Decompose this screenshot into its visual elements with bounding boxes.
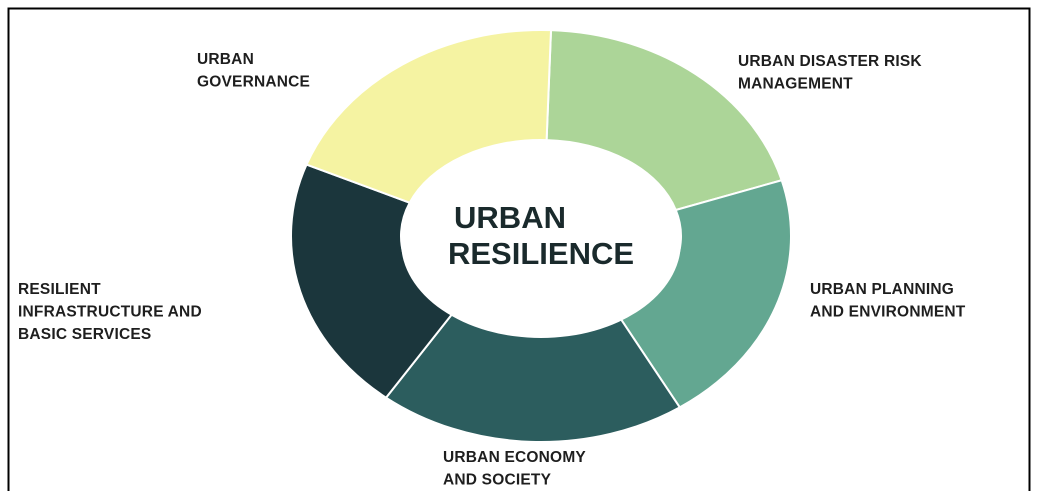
segment-label: AND ENVIRONMENT	[810, 304, 966, 321]
segment-label: INFRASTRUCTURE AND	[18, 304, 202, 321]
segment	[545, 29, 783, 212]
segment-label: URBAN ECONOMY	[443, 449, 586, 466]
segment-label: GOVERNANCE	[197, 74, 310, 91]
segment-label: BASIC SERVICES	[18, 326, 151, 343]
center-label: URBAN	[454, 200, 566, 235]
center-label: RESILIENCE	[448, 236, 634, 271]
frame	[7, 7, 1031, 491]
segment-labels: URBAN DISASTER RISK MANAGEMENT URBAN PLANN…	[18, 51, 966, 489]
segment-label: URBAN PLANNING	[810, 281, 954, 298]
segment-label: RESILIENT	[18, 281, 101, 298]
segment	[305, 29, 553, 204]
segment-label: AND SOCIETY	[443, 472, 552, 489]
segment-label: MANAGEMENT	[738, 76, 853, 93]
center-disc	[401, 146, 681, 338]
segment-label: URBAN DISASTER RISK	[738, 53, 922, 70]
segment-label: URBAN	[197, 51, 254, 68]
